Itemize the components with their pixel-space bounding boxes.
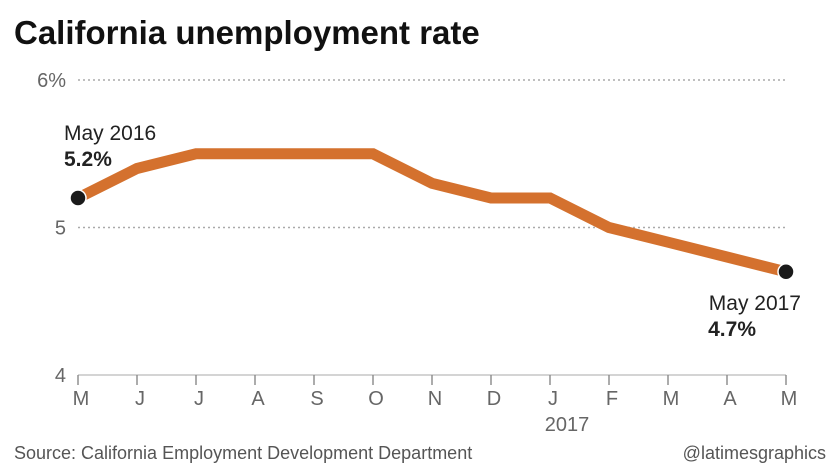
start-annotation-value: 5.2%: [64, 148, 112, 171]
year-label-2017: 2017: [545, 414, 590, 436]
x-tick-label: A: [251, 388, 265, 410]
grid-lines: [78, 79, 786, 229]
x-tick-label: D: [487, 388, 501, 410]
series-line-unemployment-rate: [75, 148, 788, 278]
x-tick-label: J: [548, 388, 558, 410]
credit-label: @latimesgraphics: [683, 443, 826, 463]
x-tick-label: M: [663, 388, 680, 410]
y-tick-label: 6%: [37, 70, 66, 92]
end-annotation-value: 4.7%: [708, 318, 756, 341]
x-tick-label: S: [310, 388, 323, 410]
x-tick-label: J: [135, 388, 145, 410]
start-annotation-label: May 2016: [64, 122, 156, 145]
end-point-marker: [777, 263, 795, 281]
endpoint-markers: [69, 189, 795, 281]
y-tick-label: 4: [55, 365, 66, 387]
y-tick-label: 5: [55, 218, 66, 240]
end-annotation-label: May 2017: [709, 292, 801, 315]
y-axis-ticks: 4 5 6%: [37, 70, 66, 387]
x-tick-label: M: [781, 388, 798, 410]
source-note: Source: California Employment Developmen…: [14, 443, 472, 463]
x-tick-label: J: [194, 388, 204, 410]
x-tick-label: F: [606, 388, 618, 410]
x-tick-label: O: [368, 388, 384, 410]
x-tick-label: A: [723, 388, 737, 410]
start-point-marker: [69, 189, 87, 207]
x-tick-label: N: [428, 388, 442, 410]
chart-title: California unemployment rate: [14, 14, 480, 51]
x-tick-label: M: [73, 388, 90, 410]
